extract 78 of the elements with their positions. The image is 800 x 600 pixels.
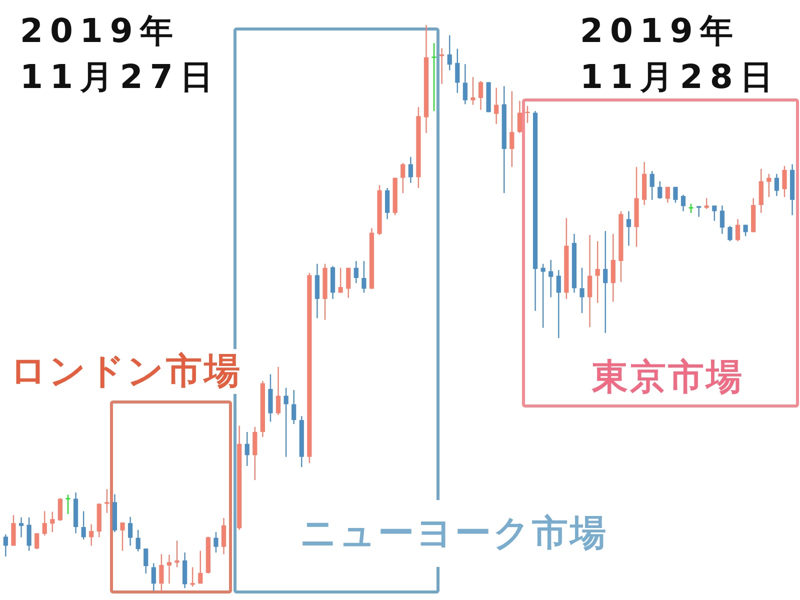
candlestick [314,263,320,319]
annotation: ロンドン市場 [10,351,242,392]
candlestick [18,516,24,538]
candlestick [603,230,608,334]
candlestick [252,426,258,481]
candlestick [658,180,662,200]
candlestick [354,260,358,284]
candlestick [136,529,140,552]
candlestick [587,234,592,328]
candlestick [525,105,530,124]
candlestick [166,554,172,584]
candlestick [735,218,740,242]
candlestick [284,387,288,458]
candlestick [58,498,63,522]
candlestick [120,522,125,552]
candlestick [540,263,546,328]
annotation: 2019年 11月27日 [20,11,220,96]
candlestick [712,204,717,222]
candlestick [626,210,632,246]
candlestick [11,514,16,546]
candlestick [610,233,616,302]
candlestick [292,389,296,425]
candlestick [385,187,390,220]
candlestick [462,63,468,105]
candlestick [190,566,195,588]
candlestick [174,540,180,568]
candlestick [758,168,764,214]
candlestick [432,42,436,112]
candlestick [447,34,452,71]
candlestick [688,203,694,214]
candlestick [214,532,218,554]
candlestick [548,259,554,298]
candlestick [728,225,732,242]
candlestick [3,534,8,558]
candlestick [151,562,156,592]
candlestick [276,366,281,416]
candlestick [244,431,250,467]
candlestick [766,173,772,198]
candlestick [720,204,724,234]
candlestick [362,260,366,294]
candlestick [455,48,460,94]
candlestick [494,87,499,125]
candlestick [66,494,70,515]
annotation: 2019年 11月28日 [580,11,780,96]
candlestick [198,550,203,584]
candlestick [104,488,110,514]
candlestick [42,510,47,536]
candlestick [81,510,86,540]
candlestick [510,90,514,168]
candlestick [346,267,351,298]
candlestick [595,240,600,304]
candlestick [144,548,148,574]
candlestick [50,511,55,533]
candlestick [470,76,476,106]
candlestick [221,517,226,555]
candlestick [182,552,188,589]
candlestick [650,170,654,200]
candlestick [680,194,686,212]
annotation: 東京市場 [591,357,744,398]
candlestick [696,206,702,218]
candlestick [400,162,406,194]
candlestick [128,516,133,546]
annotation: ニューヨーク市場 [300,513,608,554]
candlestick [34,532,40,550]
candlestick [580,267,584,314]
candlestick [26,516,32,552]
candlestick [673,186,678,204]
candlestick [782,165,787,198]
candlestick [408,156,413,184]
candlestick [159,554,164,592]
candlestick [556,269,561,339]
candlestick [478,80,484,110]
candlestick [665,186,670,204]
candlestick [517,100,522,134]
candlestick [338,267,343,294]
candlestick [704,198,709,210]
candlestick [89,524,94,546]
candlestick [774,173,780,197]
